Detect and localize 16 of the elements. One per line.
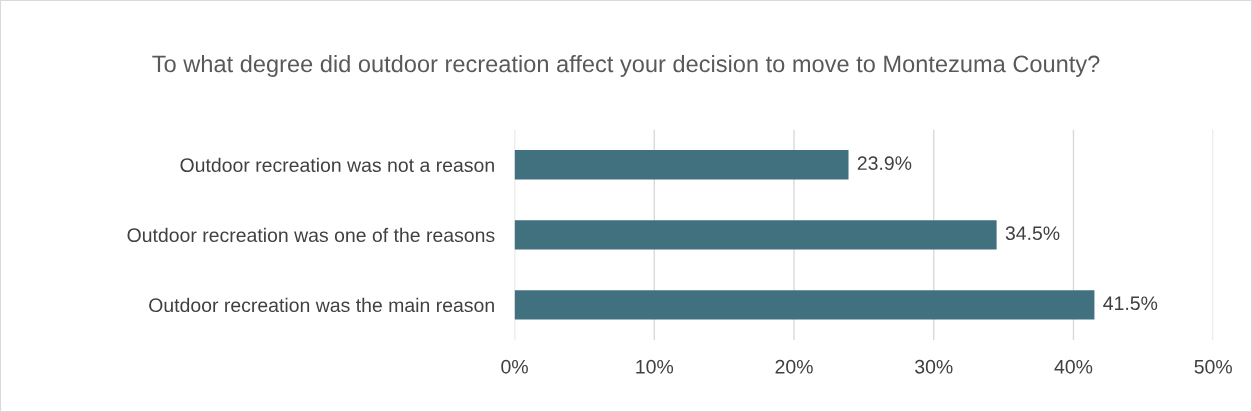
y-tick-label: Outdoor recreation was one of the reasons: [127, 227, 495, 243]
data-label: 23.9%: [857, 156, 912, 171]
x-tick-label: 0%: [501, 359, 528, 374]
data-label: 41.5%: [1103, 296, 1158, 311]
bar: [514, 150, 849, 180]
x-tick-label: 40%: [1054, 359, 1093, 374]
x-tick-label: 20%: [775, 359, 813, 374]
y-tick-label: Outdoor recreation was not a reason: [180, 157, 494, 173]
y-tick-label: Outdoor recreation was the main reason: [149, 297, 494, 313]
chart-title: To what degree did outdoor recreation affect your decision to move to Montezuma County?: [152, 54, 1100, 77]
bar: [514, 220, 997, 250]
x-tick-label: 10%: [636, 359, 674, 374]
bar: [514, 290, 1095, 320]
data-label: 34.5%: [1005, 226, 1060, 241]
x-tick-label: 30%: [915, 359, 953, 374]
x-tick-label: 50%: [1194, 359, 1232, 374]
